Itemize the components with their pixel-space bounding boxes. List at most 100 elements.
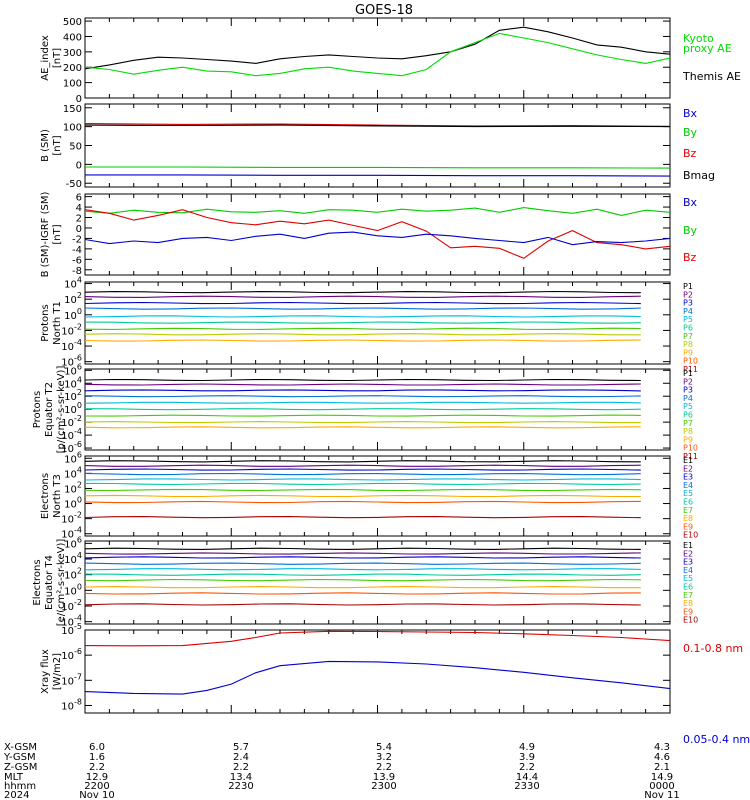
ephemeris-value: 3.2 — [376, 752, 392, 763]
legend: Bx By Bz — [683, 196, 698, 264]
y-axis-label: [nT] — [52, 135, 63, 155]
series-line-e2 — [85, 464, 641, 467]
legend-entry: P6 — [683, 324, 693, 333]
series-line-p2 — [85, 295, 641, 298]
series-line-e2 — [85, 552, 641, 555]
panel-frame — [84, 629, 671, 714]
series-line-0-05-0-4-nm — [85, 660, 670, 695]
series-line-e3 — [85, 556, 641, 559]
legend-entry: P2 — [683, 377, 693, 386]
legend-entry: E1 — [683, 541, 693, 550]
legend-entry: Bz — [683, 147, 697, 160]
y-axis-label: B (SM) — [40, 129, 51, 162]
y-tick-label: 150 — [63, 104, 82, 115]
y-tick-label: 104 — [64, 465, 82, 480]
series-line-e7 — [85, 578, 641, 582]
legend-entry: 0.1-0.8 nm — [683, 642, 743, 655]
series-line-p8 — [85, 421, 641, 424]
ephemeris-value: 5.4 — [376, 742, 392, 753]
y-tick-label: 0 — [76, 160, 82, 171]
ephemeris-value: 4.6 — [654, 752, 670, 763]
legend-entry: E5 — [683, 489, 693, 498]
legend-entry: E2 — [683, 549, 693, 558]
series-group — [85, 630, 670, 695]
legend-entry: P1 — [683, 369, 693, 378]
legend-entry: Bz — [683, 251, 697, 264]
ephemeris-value: 1.6 — [89, 752, 105, 763]
series-line-p3 — [85, 301, 641, 305]
series-line-themis-ae — [85, 26, 670, 70]
series-line-bx — [85, 174, 670, 177]
legend-entry: E6 — [683, 583, 693, 592]
y-axis-label: [W/m2] — [52, 653, 63, 690]
legend-entry: Bx — [683, 196, 698, 209]
ephemeris-value: 2230 — [228, 781, 253, 792]
y-tick-label: 2 — [76, 214, 82, 225]
legend-entry: P3 — [683, 386, 693, 395]
series-line-e8 — [85, 586, 641, 589]
series-line-e3 — [85, 468, 641, 471]
series-line-e6 — [85, 482, 641, 486]
series-group — [85, 547, 641, 606]
ephemeris-value: 14.9 — [651, 772, 673, 783]
y-tick-label: 0 — [76, 224, 82, 235]
y-tick-label: 50 — [69, 142, 82, 153]
series-group — [85, 378, 641, 429]
series-line-e10 — [85, 603, 641, 606]
y-tick-label: 10-6 — [61, 647, 82, 662]
y-axis-label: B (SM)-IGRF (SM) — [40, 192, 51, 278]
series-line-p1 — [85, 378, 641, 382]
series-line-p9 — [85, 339, 641, 342]
ephemeris-value: 2300 — [371, 781, 396, 792]
legend-entry: P9 — [683, 435, 693, 444]
ephemeris-value: 2.2 — [89, 762, 105, 773]
series-line-e5 — [85, 478, 641, 481]
y-tick-label: 10-7 — [61, 672, 82, 687]
series-line-bx — [85, 231, 670, 246]
y-tick-label: 300 — [63, 48, 82, 59]
series-line-bz — [85, 123, 670, 127]
legend-entry: proxy AE — [683, 42, 732, 55]
legend-entry: P5 — [683, 315, 693, 324]
y-axis-label: Equator T2 — [44, 382, 55, 437]
series-line-by — [85, 207, 670, 216]
legend-entry: P7 — [683, 332, 693, 341]
ephemeris-value: 14.4 — [516, 772, 538, 783]
ephemeris-value: 4.3 — [654, 742, 670, 753]
y-tick-label: 102 — [64, 480, 82, 495]
legend-entry: E8 — [683, 599, 693, 608]
series-line-e7 — [85, 488, 641, 492]
series-group — [85, 290, 641, 342]
y-axis-label: North T1 — [52, 301, 63, 345]
series-line-p6 — [85, 321, 641, 324]
series-line-0-1-0-8-nm — [85, 630, 670, 647]
series-line-p2 — [85, 383, 641, 386]
series-line-p7 — [85, 327, 641, 330]
series-line-p5 — [85, 315, 641, 318]
series-group — [85, 460, 641, 519]
y-tick-label: 0 — [76, 94, 82, 105]
series-line-p1 — [85, 290, 641, 294]
y-tick-label: 500 — [63, 17, 82, 28]
legend-entry: P6 — [683, 411, 693, 420]
ephemeris-row-label: Z-GSM — [4, 762, 37, 773]
ephemeris-table: X-GSMY-GSMZ-GSMMLThhmm20246.01.62.212.92… — [3, 742, 680, 800]
legend-entry: P7 — [683, 419, 693, 428]
legend: 0.1-0.8 nm 0.05-0.4 nm — [683, 642, 750, 746]
legend-entry: E7 — [683, 506, 693, 515]
ephemeris-value: 2330 — [514, 781, 539, 792]
ephemeris-value: Nov 11 — [644, 790, 679, 800]
legend-entry: Kyoto — [683, 32, 714, 45]
legend-entry: Bx — [683, 107, 698, 120]
y-axis-label: Protons — [32, 391, 43, 428]
series-line-e4 — [85, 472, 641, 476]
legend-entry: P10 — [683, 357, 698, 366]
ephemeris-value: 2.4 — [233, 752, 249, 763]
legend: Bx By Bz Bmag — [683, 107, 715, 182]
